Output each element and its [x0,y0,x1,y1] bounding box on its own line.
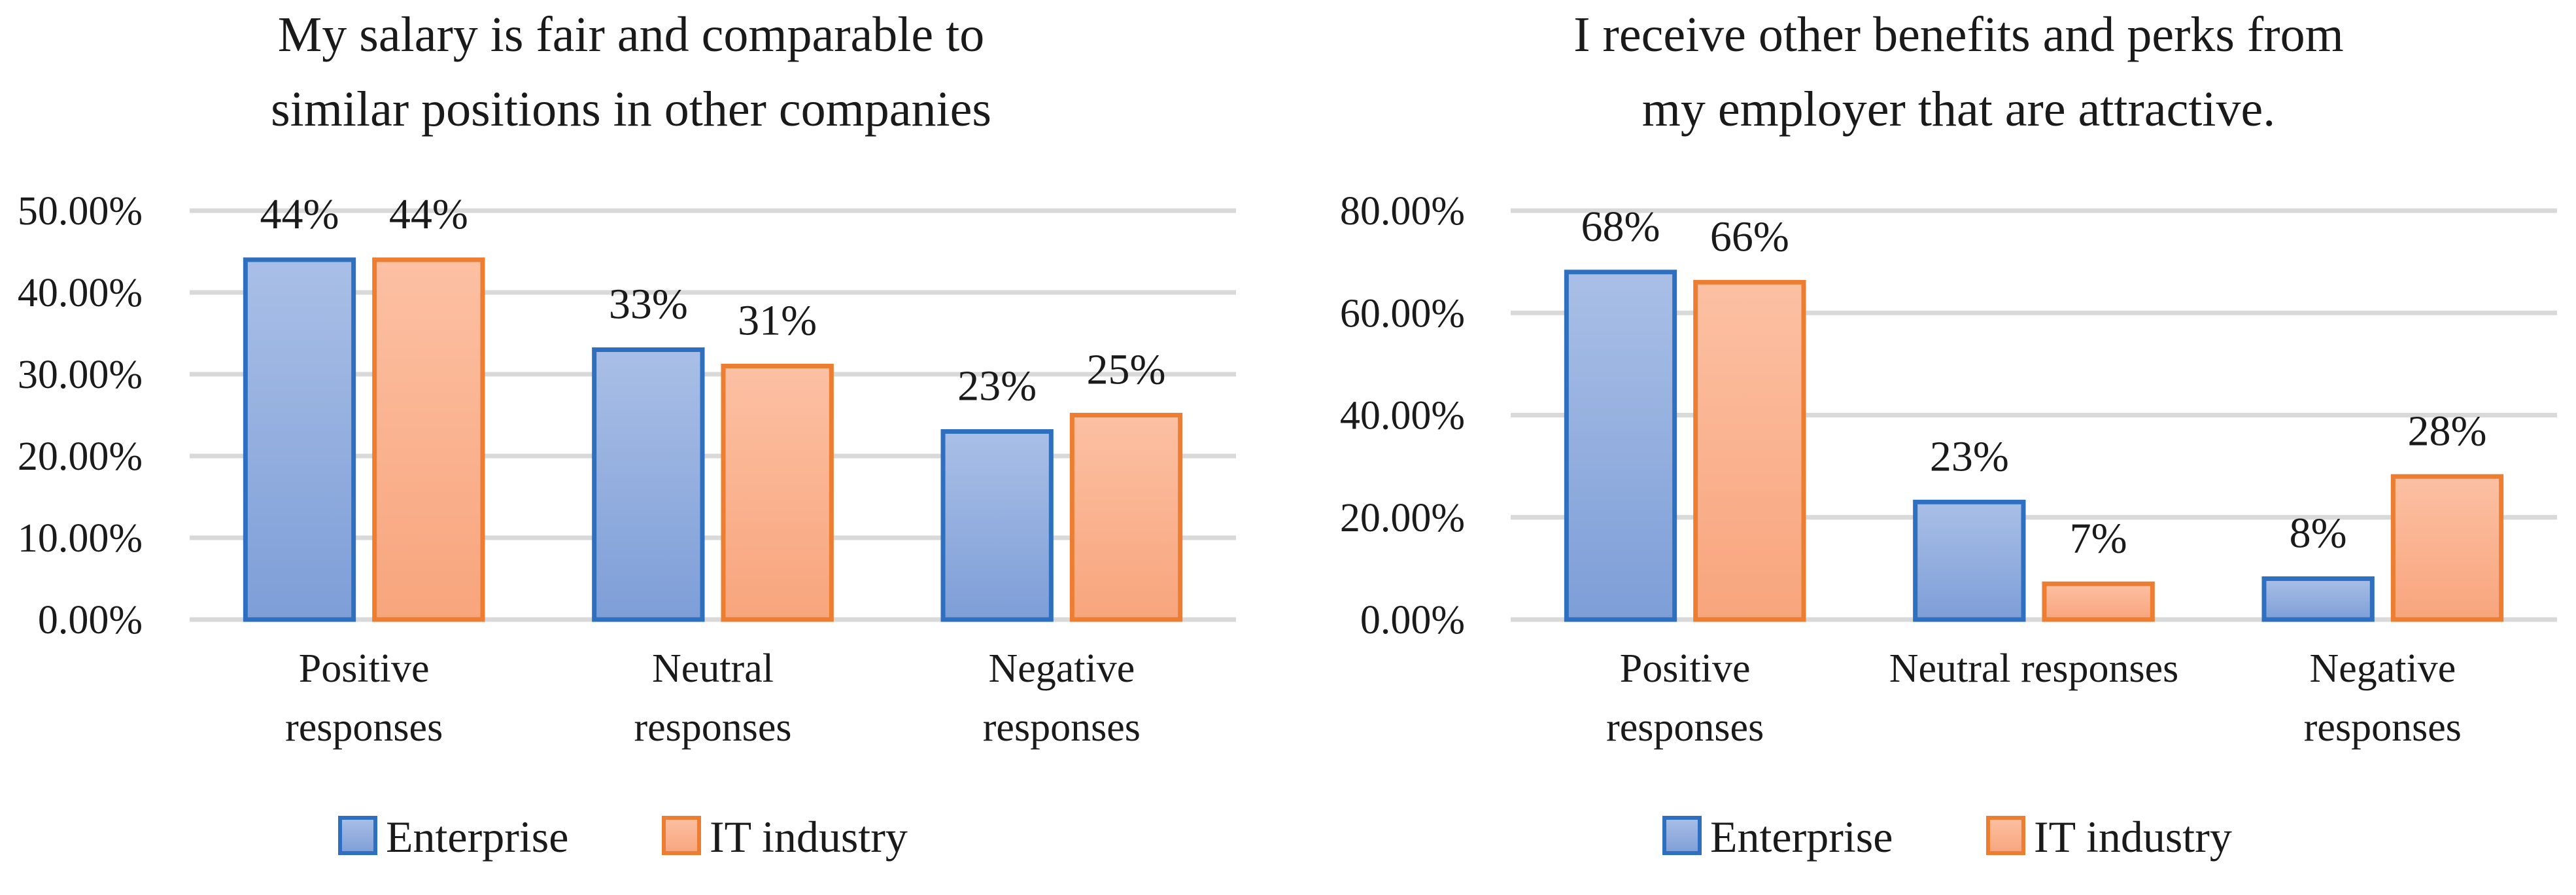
benefits-perks-chart: I receive other benefits and perks from m… [1340,7,2557,862]
data-label-enterprise-positive: 68% [1581,203,1660,251]
x-category-label: Neutral responses [1889,646,2178,691]
bar-it-industry-neutral [2042,581,2155,622]
chart-title: My salary is fair and comparable to simil… [271,7,991,137]
legend-swatch-enterprise [1662,816,1702,855]
data-label-it-industry-positive: 66% [1710,213,1789,260]
bar-it-industry-neutral [721,364,834,622]
bar-enterprise-positive [243,257,356,622]
legend-label-it-industry: IT industry [2034,812,2232,862]
y-tick-label: 60.00% [1340,291,1465,336]
y-tick-label: 50.00% [18,189,143,234]
bar-it-industry-negative [1069,413,1183,622]
bar-enterprise-positive [1564,270,1677,622]
data-label-it-industry-negative: 25% [1087,346,1166,394]
x-category-label: Positive responses [1606,646,1764,750]
y-tick-label: 80.00% [1340,189,1465,234]
bar-enterprise-negative [2261,576,2375,622]
chart-title: I receive other benefits and perks from m… [1573,7,2343,137]
y-tick-label: 40.00% [18,271,143,315]
data-label-enterprise-neutral: 23% [1930,432,2009,480]
data-label-it-industry-negative: 28% [2408,407,2487,455]
y-tick-label: 10.00% [18,516,143,561]
legend-label-enterprise: Enterprise [1710,812,1893,862]
legend-swatch-enterprise [338,816,377,855]
legend-label-it-industry: IT industry [710,812,908,862]
x-category-label: Neutral responses [634,646,791,750]
bar-it-industry-positive [1693,279,1806,622]
legend-label-enterprise: Enterprise [386,812,568,862]
x-category-label: Negative responses [983,646,1141,750]
data-label-enterprise-negative: 23% [957,362,1037,410]
bar-enterprise-neutral [1913,499,2026,622]
data-label-enterprise-neutral: 33% [609,281,688,328]
x-category-label: Positive responses [285,646,443,750]
x-category-label: Negative responses [2304,646,2462,750]
y-tick-label: 0.00% [1360,598,1465,642]
salary-fairness-chart: My salary is fair and comparable to simil… [18,7,1236,862]
bar-it-industry-negative [2390,474,2504,622]
data-label-it-industry-positive: 44% [389,190,468,238]
data-label-it-industry-neutral: 7% [2070,514,2127,562]
y-tick-label: 0.00% [38,598,143,642]
bar-enterprise-negative [940,429,1054,622]
legend-swatch-it-industry [1986,816,2025,855]
y-tick-label: 20.00% [1340,496,1465,540]
legend-swatch-it-industry [662,816,701,855]
data-label-it-industry-neutral: 31% [738,297,817,345]
y-tick-label: 40.00% [1340,394,1465,438]
y-tick-label: 20.00% [18,434,143,479]
data-label-enterprise-negative: 8% [2290,510,2347,557]
bar-enterprise-neutral [592,347,705,622]
data-label-enterprise-positive: 44% [260,190,339,238]
bar-it-industry-positive [372,257,485,622]
y-tick-label: 30.00% [18,353,143,397]
